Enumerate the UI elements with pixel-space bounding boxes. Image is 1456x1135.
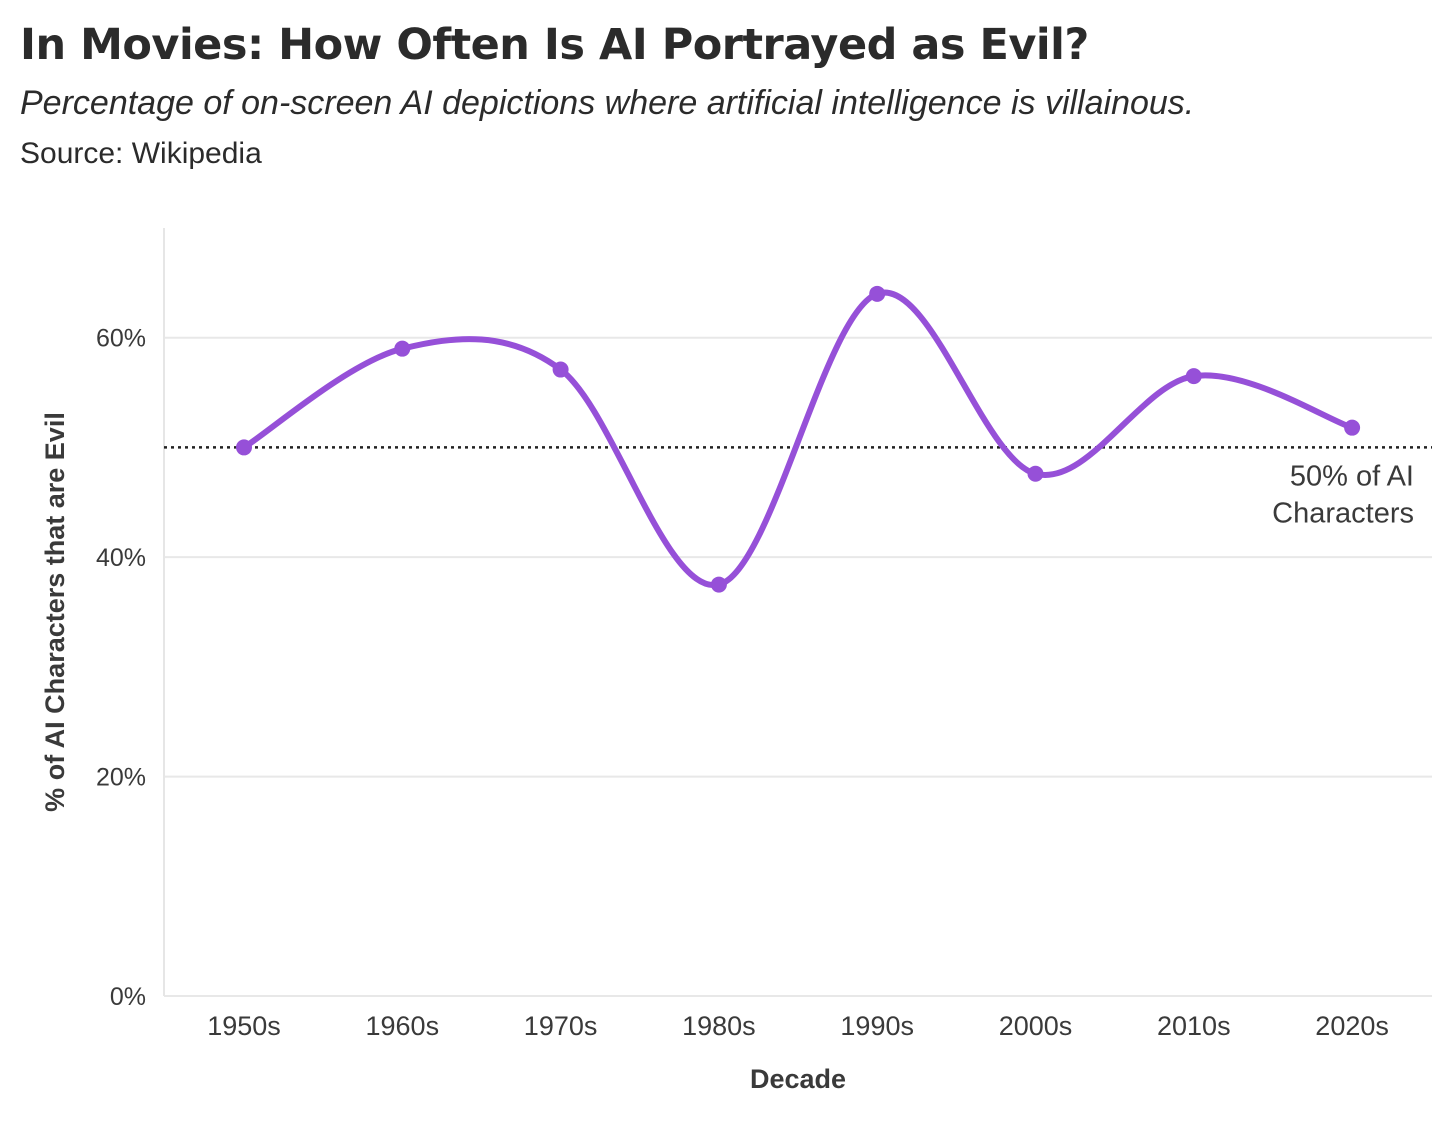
x-axis-title: Decade xyxy=(750,1064,846,1094)
chart-title: In Movies: How Often Is AI Portrayed as … xyxy=(20,20,1089,70)
chart-source: Source: Wikipedia xyxy=(20,136,262,170)
chart-subtitle: Percentage of on-screen AI depictions wh… xyxy=(20,84,1195,123)
x-tick-label: 1990s xyxy=(840,1011,914,1041)
y-axis-title: % of AI Characters that are Evil xyxy=(40,412,70,812)
x-tick-label: 1950s xyxy=(207,1011,281,1041)
data-point xyxy=(710,576,727,593)
data-point xyxy=(1185,368,1202,385)
data-points xyxy=(236,285,1361,593)
data-point xyxy=(552,361,569,378)
gridlines xyxy=(164,336,1432,997)
y-tick-label: 20% xyxy=(96,764,146,792)
x-tick-label: 1960s xyxy=(366,1011,440,1041)
reference-line-label: 50% of AI Characters xyxy=(1272,460,1414,529)
series-line xyxy=(241,289,1356,588)
x-tick-label: 2000s xyxy=(999,1011,1073,1041)
data-point xyxy=(236,439,252,456)
data-point xyxy=(869,285,886,302)
x-tick-label: 1970s xyxy=(524,1011,598,1041)
y-axis-ticks: 0% 20% 40% 60% xyxy=(96,325,146,1011)
y-tick-label: 60% xyxy=(96,325,146,353)
y-tick-label: 40% xyxy=(96,544,146,572)
x-tick-label: 1980s xyxy=(682,1011,756,1041)
reference-label-line: 50% of AI xyxy=(1290,460,1414,492)
reference-label-line: Characters xyxy=(1272,497,1414,529)
x-axis-ticks: 1950s 1960s 1970s 1980s 1990s 2000s 2010s 2020s xyxy=(207,1011,1389,1041)
data-point xyxy=(1344,419,1361,436)
x-tick-label: 2010s xyxy=(1157,1011,1231,1041)
data-point xyxy=(394,340,411,357)
data-point xyxy=(1027,465,1044,482)
y-tick-label: 0% xyxy=(110,983,146,1011)
chart-header: In Movies: How Often Is AI Portrayed as … xyxy=(20,20,1440,171)
x-tick-label: 2020s xyxy=(1315,1011,1389,1041)
